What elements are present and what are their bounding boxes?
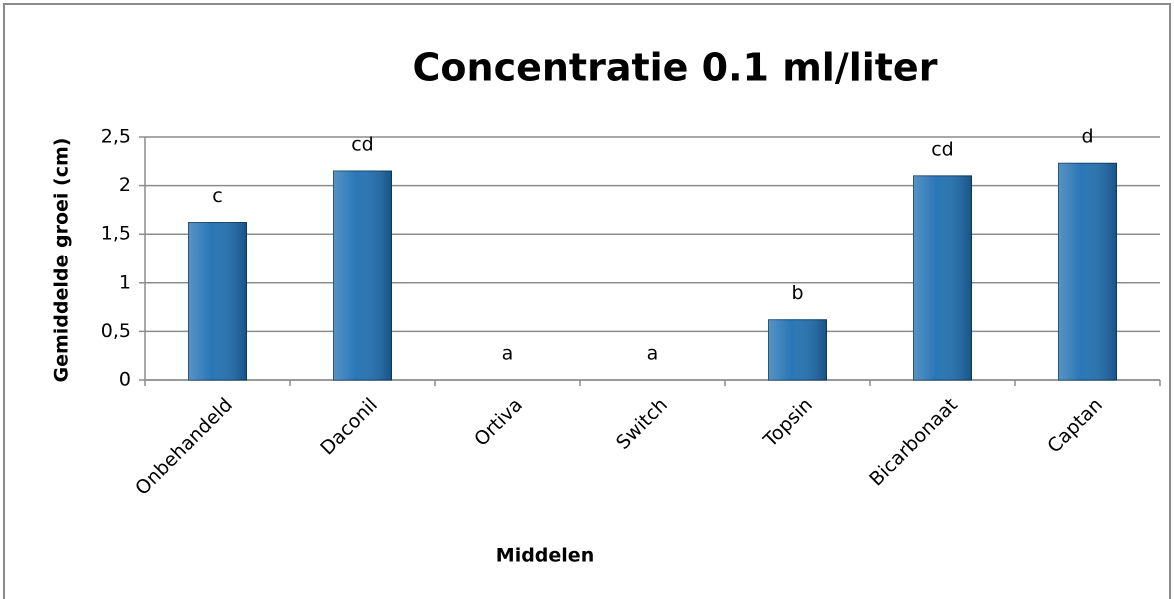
x-tick-label: Topsin [759, 394, 817, 452]
annotation: a [502, 343, 514, 365]
y-axis-title: Gemiddelde groei (cm) [51, 138, 73, 383]
bar-shine [188, 222, 247, 380]
x-axis-title: Middelen [496, 545, 594, 567]
annotation: c [212, 185, 222, 207]
x-tick-label: Daconil [316, 394, 382, 460]
annotation: a [647, 343, 659, 365]
chart-title: Concentratie 0.1 ml/liter [413, 46, 938, 90]
x-tick-label: Onbehandeld [131, 394, 237, 500]
x-tick-label: Bicarbonaat [865, 394, 962, 491]
frame [3, 3, 1171, 599]
y-tick-label: 1 [119, 271, 131, 293]
y-tick-label: 2 [119, 174, 131, 196]
bar-shine [768, 319, 827, 380]
annotation: cd [931, 138, 954, 160]
y-tick-label: 2,5 [101, 126, 131, 148]
x-tick-label: Captan [1043, 394, 1107, 458]
bar-shine [333, 171, 392, 380]
y-tick-label: 0 [119, 369, 131, 391]
x-tick-label: Switch [612, 394, 672, 454]
y-tick-label: 0,5 [101, 320, 131, 342]
annotation: b [791, 282, 803, 304]
annotation: d [1081, 126, 1093, 148]
annotation: cd [351, 134, 374, 156]
bar-shine [1058, 163, 1117, 380]
y-tick-label: 1,5 [101, 223, 131, 245]
x-tick-label: Ortiva [470, 394, 527, 451]
bar-shine [913, 175, 972, 380]
